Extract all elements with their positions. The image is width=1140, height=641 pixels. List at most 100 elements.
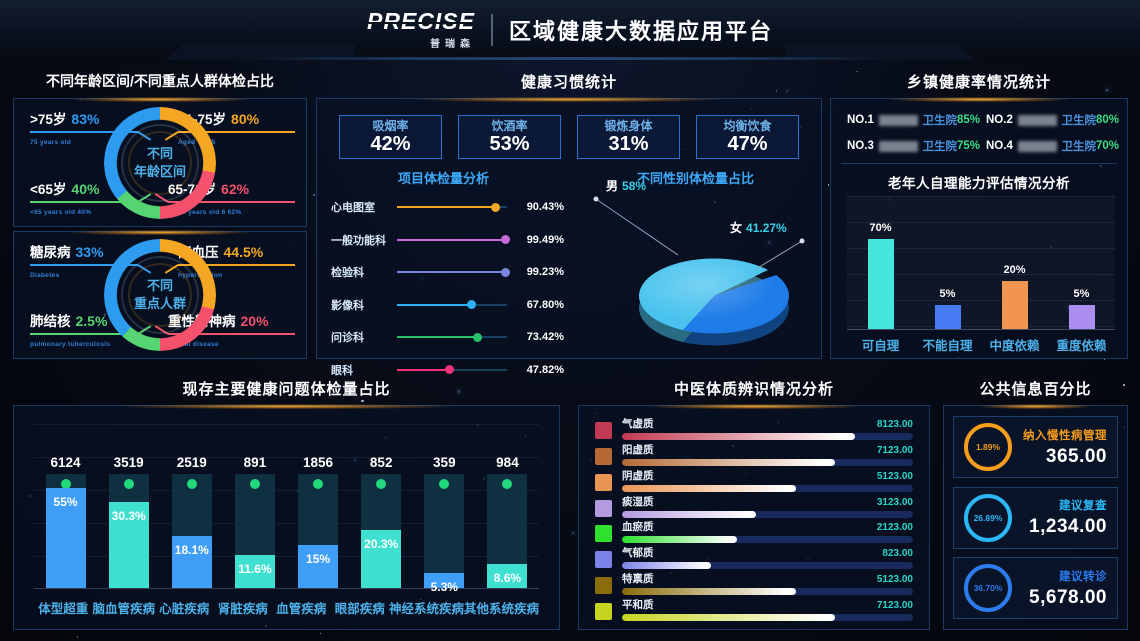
app-header: PRECISE 普瑞森 区域健康大数据应用平台 (0, 0, 1140, 60)
tcm-color-swatch (595, 602, 612, 620)
donut-label-name: 肺结核 (30, 314, 71, 329)
donut-label-subtext: pulmonary tuberculosis (30, 341, 111, 348)
donut-label-percent: 2.5% (75, 313, 108, 329)
group-donut-ring (104, 239, 216, 351)
public-ring: 36.70% (964, 564, 1012, 612)
tcm-row-body: 痰湿质 3123.00 (622, 494, 913, 518)
checkup-bar-track (397, 300, 507, 309)
checkup-bar-fill (397, 368, 450, 371)
tcm-bar-fill (622, 536, 737, 544)
tcm-constitution-value: 8123.00 (876, 419, 913, 430)
township-suffix: 卫生院 (1061, 115, 1096, 127)
elderly-bar-chart: 70% 5% 20% 5% (847, 196, 1115, 330)
public-card-text: 建议复查 1,234.00 (1012, 497, 1107, 538)
problem-bar-label: 体型超重 (38, 602, 89, 616)
township-entry: NO.1 卫生院 85% (847, 112, 980, 128)
star (313, 194, 315, 196)
tcm-row: 气虚质 8123.00 (595, 416, 913, 440)
habit-stat-box: 吸烟率 42% (339, 115, 442, 159)
checkup-item-value: 47.82% (526, 363, 564, 376)
township-entry: NO.2 卫生院 80% (986, 112, 1119, 128)
township-rank: NO.1 (847, 114, 874, 126)
tcm-bar-track (622, 536, 913, 544)
public-card-value: 5,678.00 (1029, 586, 1107, 608)
checkup-item-label: 心电图室 (331, 202, 375, 214)
checkup-bar-dot (491, 202, 501, 212)
tcm-constitution-value: 2123.00 (876, 522, 913, 534)
habit-stat-box: 均衡饮食 47% (696, 115, 799, 159)
elderly-subtitle: 老年人自理能力评估情况分析 (888, 176, 1070, 191)
problem-bar-percent: 8.6% (493, 570, 522, 585)
problem-bar-dot (376, 479, 387, 489)
gender-subtitle: 不同性别体检量占比 (636, 171, 754, 186)
habit-stat-boxes: 吸烟率 42% 饮酒率 53% 锻炼身体 31% 均衡饮食 47% (339, 115, 799, 159)
problem-bar-track: 8.6% (487, 474, 528, 588)
checkup-bar-dot (501, 267, 511, 277)
donut-center-line1: 不同 (146, 278, 173, 294)
habit-stat-value: 31% (608, 133, 649, 156)
group-donut-center-label: 不同 重点人群 (104, 239, 216, 351)
problem-bar-percent: 20.3% (364, 537, 399, 552)
tcm-bar-fill (622, 588, 796, 596)
checkup-row: 心电图室 90.43% (331, 199, 564, 215)
checkup-subtitle: 项目体检量分析 (397, 171, 489, 186)
donut-label-under-65: <65岁 40% <65 years old 40% (30, 178, 142, 216)
problem-bar-track: 5.3% (424, 474, 465, 594)
callout-line (178, 131, 296, 133)
tcm-row-body: 特禀质 5123.00 (622, 571, 913, 596)
checkup-row: 问诊科 73.42% (331, 329, 564, 345)
elderly-bar-value: 5% (939, 287, 956, 300)
tcm-constitution-label: 血瘀质 (622, 521, 654, 534)
donut-center-line2: 年龄区间 (133, 163, 186, 179)
checkup-item-label: 眼科 (331, 364, 353, 377)
checkup-row: 检验科 99.23% (331, 264, 564, 280)
tcm-row-header: 阴虚质 5123.00 (622, 468, 913, 483)
elderly-bar-label: 重度依赖 (1056, 339, 1107, 353)
problem-bar-percent: 55% (53, 494, 78, 509)
problem-bar-percent: 15% (306, 552, 331, 567)
habit-stat-label: 吸烟率 (372, 118, 409, 133)
header-divider (490, 14, 493, 46)
problem-bar-count: 891 (243, 455, 267, 470)
tcm-row: 气郁质 823.00 (595, 545, 913, 570)
elderly-bar-column: 5% (914, 196, 981, 329)
tcm-row-header: 气虚质 8123.00 (622, 416, 913, 431)
tcm-row-header: 痰湿质 3123.00 (622, 494, 913, 509)
donut-center-line2: 重点人群 (133, 296, 186, 311)
problem-bar-column: 3519 30.3% (97, 455, 160, 588)
elderly-bar: 20% (1001, 264, 1028, 329)
checkup-bar-dot (472, 332, 482, 342)
problems-bar-chart: 6124 55% 3519 30.3% 2519 18.1% 891 11.6% 1856 15%… (34, 424, 539, 594)
public-card-text: 建议转诊 5,678.00 (1012, 568, 1107, 609)
tcm-constitution-label: 特禀质 (622, 573, 654, 586)
tcm-color-swatch (595, 525, 612, 543)
header-decoration-right (785, 44, 975, 60)
tcm-color-swatch (595, 499, 612, 517)
tcm-bar-track (622, 484, 913, 492)
callout-line (30, 264, 138, 266)
donut-label-tuberculosis: 肺结核 2.5% pulmonary tuberculosis (30, 310, 142, 348)
tcm-bar-fill (622, 484, 796, 492)
tcm-row-header: 血瘀质 2123.00 (622, 519, 913, 534)
problem-bar-dot (502, 479, 513, 489)
problem-bar-track: 15% (298, 474, 339, 588)
tcm-color-swatch (595, 551, 612, 569)
problem-bar-label: 心脏疾病 (159, 602, 210, 616)
tcm-row-body: 阳虚质 7123.00 (622, 442, 913, 466)
township-suffix: 卫生院 (922, 141, 957, 153)
problem-bar-label: 其他系统疾病 (463, 602, 539, 616)
tcm-row-body: 血瘀质 2123.00 (622, 519, 913, 544)
header-decoration-left (165, 44, 355, 60)
habit-stat-box: 饮酒率 53% (458, 115, 561, 159)
tcm-bar-fill (622, 458, 835, 466)
township-suffix: 卫生院 (922, 115, 957, 127)
problem-bar-percent: 11.6% (238, 561, 272, 576)
problem-bar-percent: 5.3% (430, 579, 458, 594)
problem-bar-count: 359 (433, 455, 456, 470)
tcm-row: 特禀质 5123.00 (595, 571, 913, 596)
section-title-problems: 现存主要健康问题体检量占比 (182, 381, 391, 398)
checkup-bar-track (397, 332, 507, 342)
problem-bar-fill: 55% (45, 487, 86, 588)
